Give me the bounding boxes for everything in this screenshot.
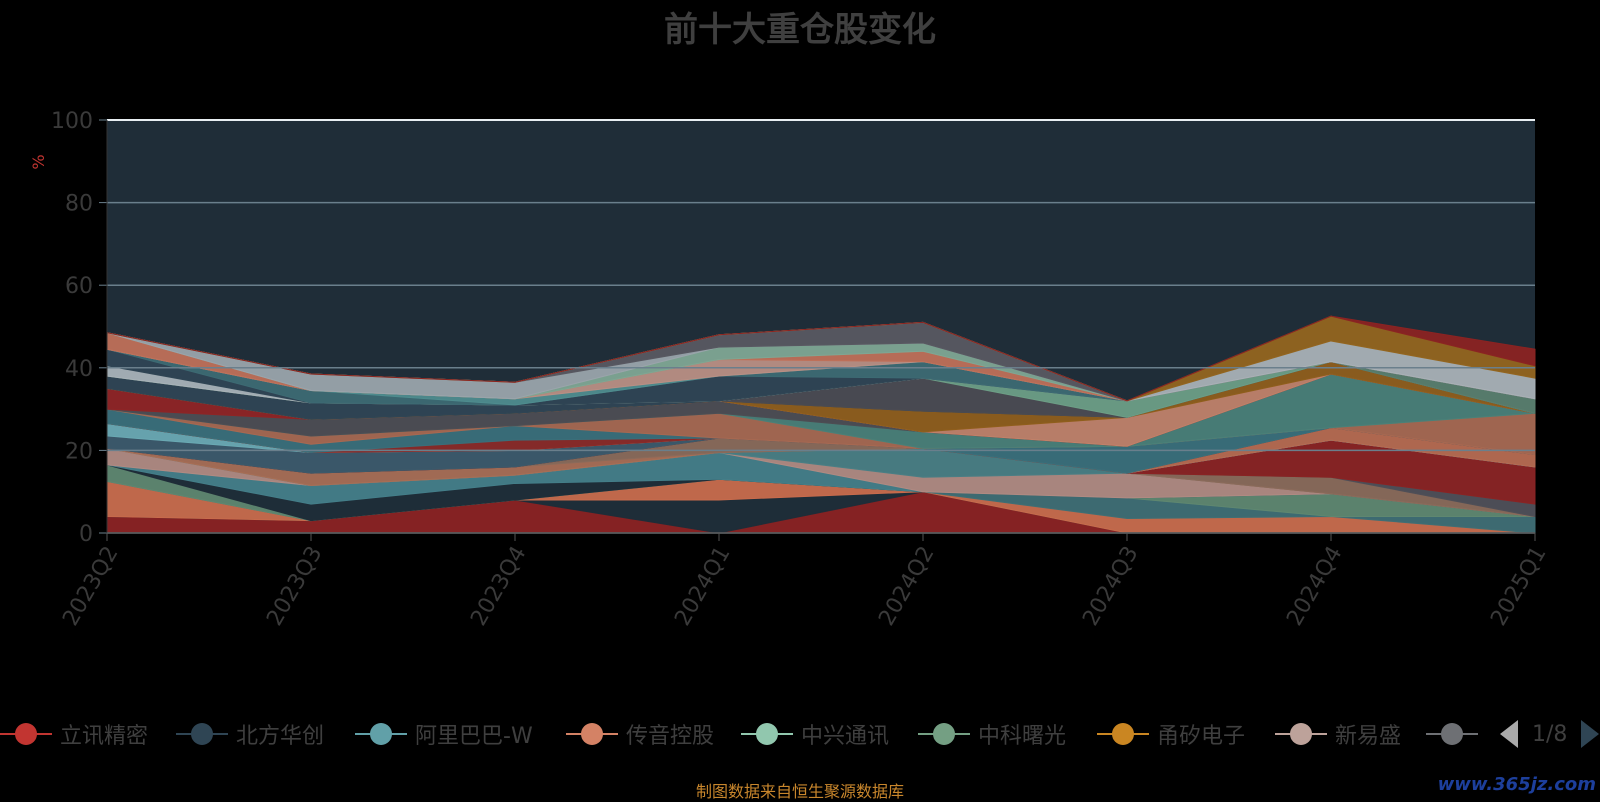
legend-label: 中科曙光 (978, 724, 1067, 749)
area-series-40[interactable] (106, 315, 1536, 402)
watermark: www.365jz.com (1437, 774, 1596, 795)
data-source-note: 制图数据来自恒生聚源数据库 (695, 782, 904, 801)
legend-item[interactable]: 中科曙光 (918, 714, 1066, 754)
legend-label: 阿里巴巴-W (415, 724, 533, 749)
x-tick-label: 2024Q2 (874, 542, 939, 630)
legend-swatch-icon (566, 719, 618, 749)
legend-label: 甬矽电子 (1157, 724, 1246, 749)
legend-prev-arrow-icon[interactable] (1500, 720, 1518, 748)
legend-page-indicator: 1/8 (1532, 721, 1568, 747)
legend-label: 传音控股 (626, 724, 715, 749)
legend-item[interactable]: 甬矽电子 (1097, 714, 1245, 754)
legend-pager: 1/8 (1500, 716, 1600, 752)
y-axis-unit: % (29, 154, 48, 169)
legend-swatch-icon (1275, 719, 1327, 749)
x-tick-label: 2023Q3 (262, 542, 327, 630)
legend-swatch-icon (1097, 719, 1149, 749)
y-tick-label: 0 (79, 522, 93, 547)
legend-item[interactable]: 中兴通讯 (741, 714, 889, 754)
legend-label: 中兴通讯 (801, 724, 890, 749)
legend-item[interactable]: 新易盛 (1275, 714, 1401, 754)
legend-item[interactable]: 立讯精密 (0, 714, 148, 754)
y-tick-label: 80 (65, 192, 93, 217)
legend-next-arrow-icon[interactable] (1581, 720, 1600, 748)
legend-item[interactable]: 传音控股 (566, 714, 714, 754)
legend-swatch-icon (176, 719, 228, 749)
x-tick-label: 2025Q1 (1486, 542, 1551, 630)
legend-swatch-icon (1426, 719, 1478, 749)
y-tick-label: 60 (65, 274, 93, 299)
legend-item[interactable]: 北方华创 (176, 714, 324, 754)
x-tick-label: 2023Q2 (58, 542, 123, 630)
legend-label: 立讯精密 (60, 724, 149, 749)
x-tick-label: 2024Q3 (1078, 542, 1143, 630)
legend-item[interactable]: 阿里巴巴-W (355, 714, 533, 754)
legend-label: 新易盛 (1335, 724, 1402, 749)
legend-swatch-icon (918, 719, 970, 749)
legend-label: 北方华创 (236, 724, 325, 749)
legend-item[interactable] (1426, 714, 1478, 754)
legend-swatch-icon (0, 719, 52, 749)
x-tick-label: 2023Q4 (466, 542, 531, 630)
x-tick-label: 2024Q4 (1282, 542, 1347, 630)
legend: 立讯精密 北方华创 阿里巴巴-W 传音控股 中兴通讯 中科曙光 甬矽电子 新易盛 (0, 714, 1600, 754)
legend-swatch-icon (741, 719, 793, 749)
y-tick-label: 100 (51, 109, 93, 134)
y-tick-label: 20 (65, 439, 93, 464)
x-tick-label: 2024Q1 (670, 542, 735, 630)
legend-swatch-icon (355, 719, 407, 749)
y-tick-label: 40 (65, 357, 93, 382)
chart-title: 前十大重仓股变化 (664, 10, 936, 50)
